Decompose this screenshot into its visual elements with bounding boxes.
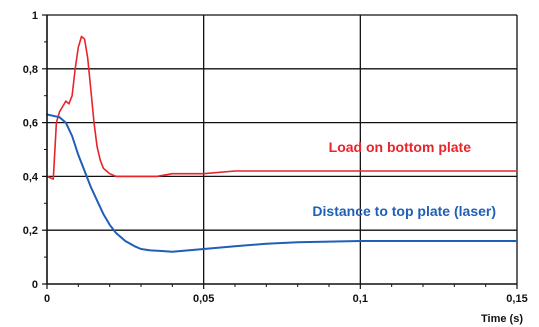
x-tick-label-0: 0 [44,293,50,305]
series-line-0 [46,35,518,180]
y-tick-label-1: 0,2 [23,225,38,237]
y-tick-label-0: 0 [32,279,38,291]
series-label-distance: Distance to top plate (laser) [312,203,496,219]
x-tick-label-2: 0,1 [353,293,368,305]
axes [42,14,518,289]
y-tick-label-3: 0,6 [23,118,38,130]
y-tick-label-2: 0,4 [23,171,39,183]
x-tick-label-1: 0,05 [193,293,214,305]
series-line-1 [46,113,518,253]
series-label-load: Load on bottom plate [329,139,472,155]
series-lines [46,35,518,253]
tick-labels: 0 0,2 0,4 0,6 0,8 1 0 0,05 0,1 0,15 [23,10,528,305]
y-tick-label-5: 1 [32,10,38,22]
x-axis-label: Time (s) [481,313,523,325]
y-tick-label-4: 0,8 [23,64,38,76]
x-tick-label-3: 0,15 [506,293,527,305]
